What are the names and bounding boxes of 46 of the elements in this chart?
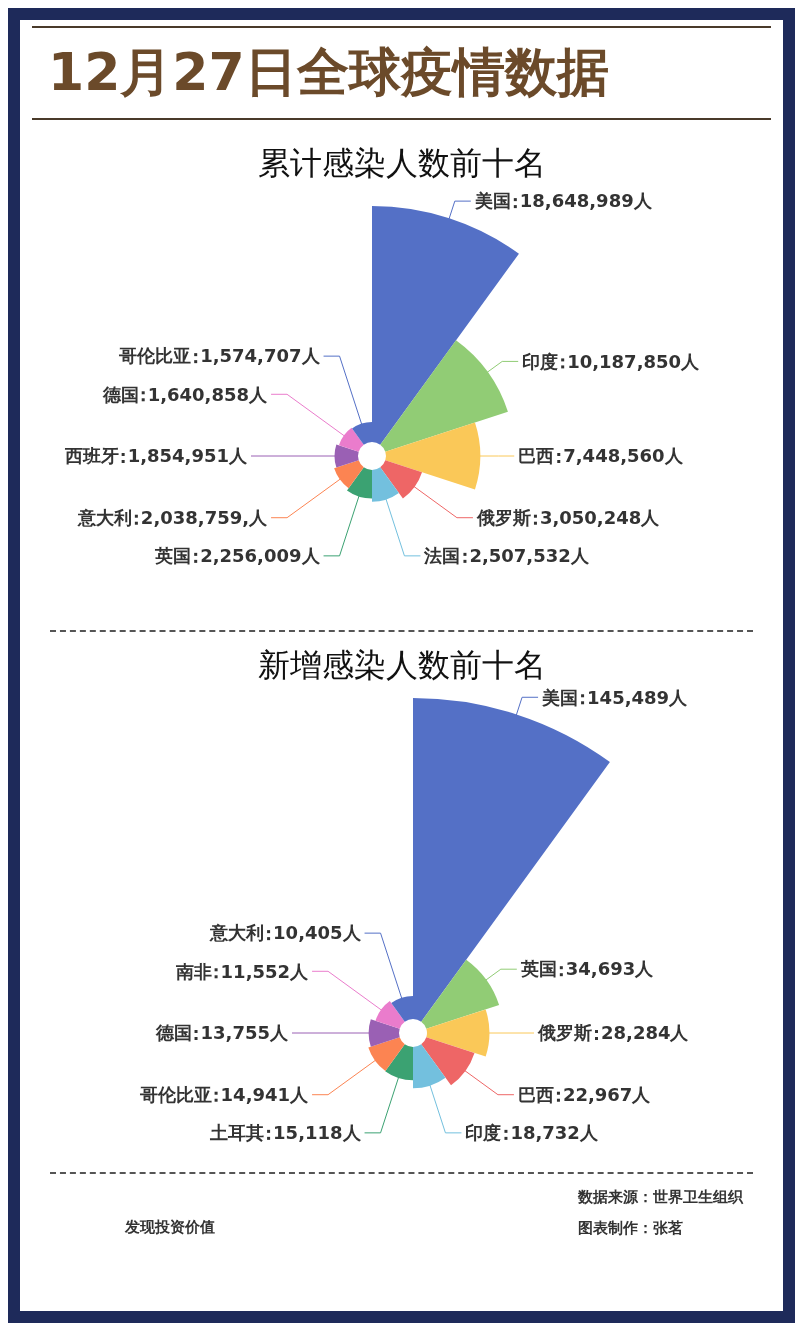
category-label: 德国 bbox=[154, 1022, 192, 1044]
text: 发现投资价值 bbox=[125, 1217, 215, 1238]
category-label: 印度 bbox=[465, 1122, 502, 1144]
category-label: 德国 bbox=[101, 383, 139, 405]
data-label: 3,050,248人 bbox=[539, 507, 661, 529]
text: 累计感染人数前十名 bbox=[256, 143, 547, 184]
category-label: 美国 bbox=[541, 686, 579, 708]
text: 新增感染人数前十名 bbox=[256, 645, 547, 686]
data-label: 34,693人 bbox=[565, 958, 655, 980]
data-label: 28,284人 bbox=[601, 1022, 690, 1044]
data-label: 1,574,707人 bbox=[200, 345, 321, 367]
category-label: 哥伦比亚 bbox=[138, 1084, 212, 1106]
data-label: 2,256,009人 bbox=[200, 545, 321, 567]
category-label: 土耳其 bbox=[209, 1122, 265, 1144]
category-label: 南非 bbox=[174, 960, 212, 982]
category-label: 西班牙 bbox=[63, 445, 119, 467]
data-label: 7,448,560人 bbox=[563, 445, 684, 467]
category-label: 巴西 bbox=[518, 445, 555, 467]
category-label: 美国 bbox=[473, 190, 511, 212]
data-label: 11,552人 bbox=[220, 960, 310, 982]
data-label: 1,854,951人 bbox=[127, 445, 248, 467]
text: 图表制作：张茗 bbox=[578, 1219, 684, 1238]
category-label: 印度 bbox=[522, 350, 559, 372]
data-label: 13,755人 bbox=[200, 1022, 289, 1044]
category-label: 哥伦比亚 bbox=[118, 345, 192, 367]
data-label: 14,941人 bbox=[220, 1084, 310, 1106]
data-label: 2,507,532人 bbox=[469, 545, 590, 567]
category-label: 英国 bbox=[154, 545, 192, 567]
data-label: 145,489人 bbox=[587, 686, 689, 708]
data-label: 22,967人 bbox=[562, 1084, 652, 1106]
category-label: 意大利 bbox=[209, 922, 265, 944]
category-label: 意大利 bbox=[76, 507, 132, 529]
data-label: 15,118人 bbox=[273, 1122, 362, 1144]
data-label: 18,648,989人 bbox=[519, 190, 653, 212]
category-label: 巴西 bbox=[517, 1084, 554, 1106]
source-note: 数据来源：世界卫生组织 bbox=[578, 1188, 743, 1207]
data-label: 18,732人 bbox=[510, 1122, 599, 1144]
data-label: 10,405人 bbox=[273, 922, 362, 944]
text: 12月27日全球疫情数据 bbox=[47, 41, 609, 104]
data-label: 10,187,850人 bbox=[567, 350, 701, 372]
category-label: 俄罗斯 bbox=[537, 1022, 592, 1044]
data-label: 2,038,759,人 bbox=[140, 507, 269, 529]
data-label: 1,640,858人 bbox=[147, 383, 269, 405]
category-label: 俄罗斯 bbox=[475, 507, 531, 529]
category-label: 法国 bbox=[423, 545, 461, 567]
category-label: 英国 bbox=[519, 958, 557, 980]
